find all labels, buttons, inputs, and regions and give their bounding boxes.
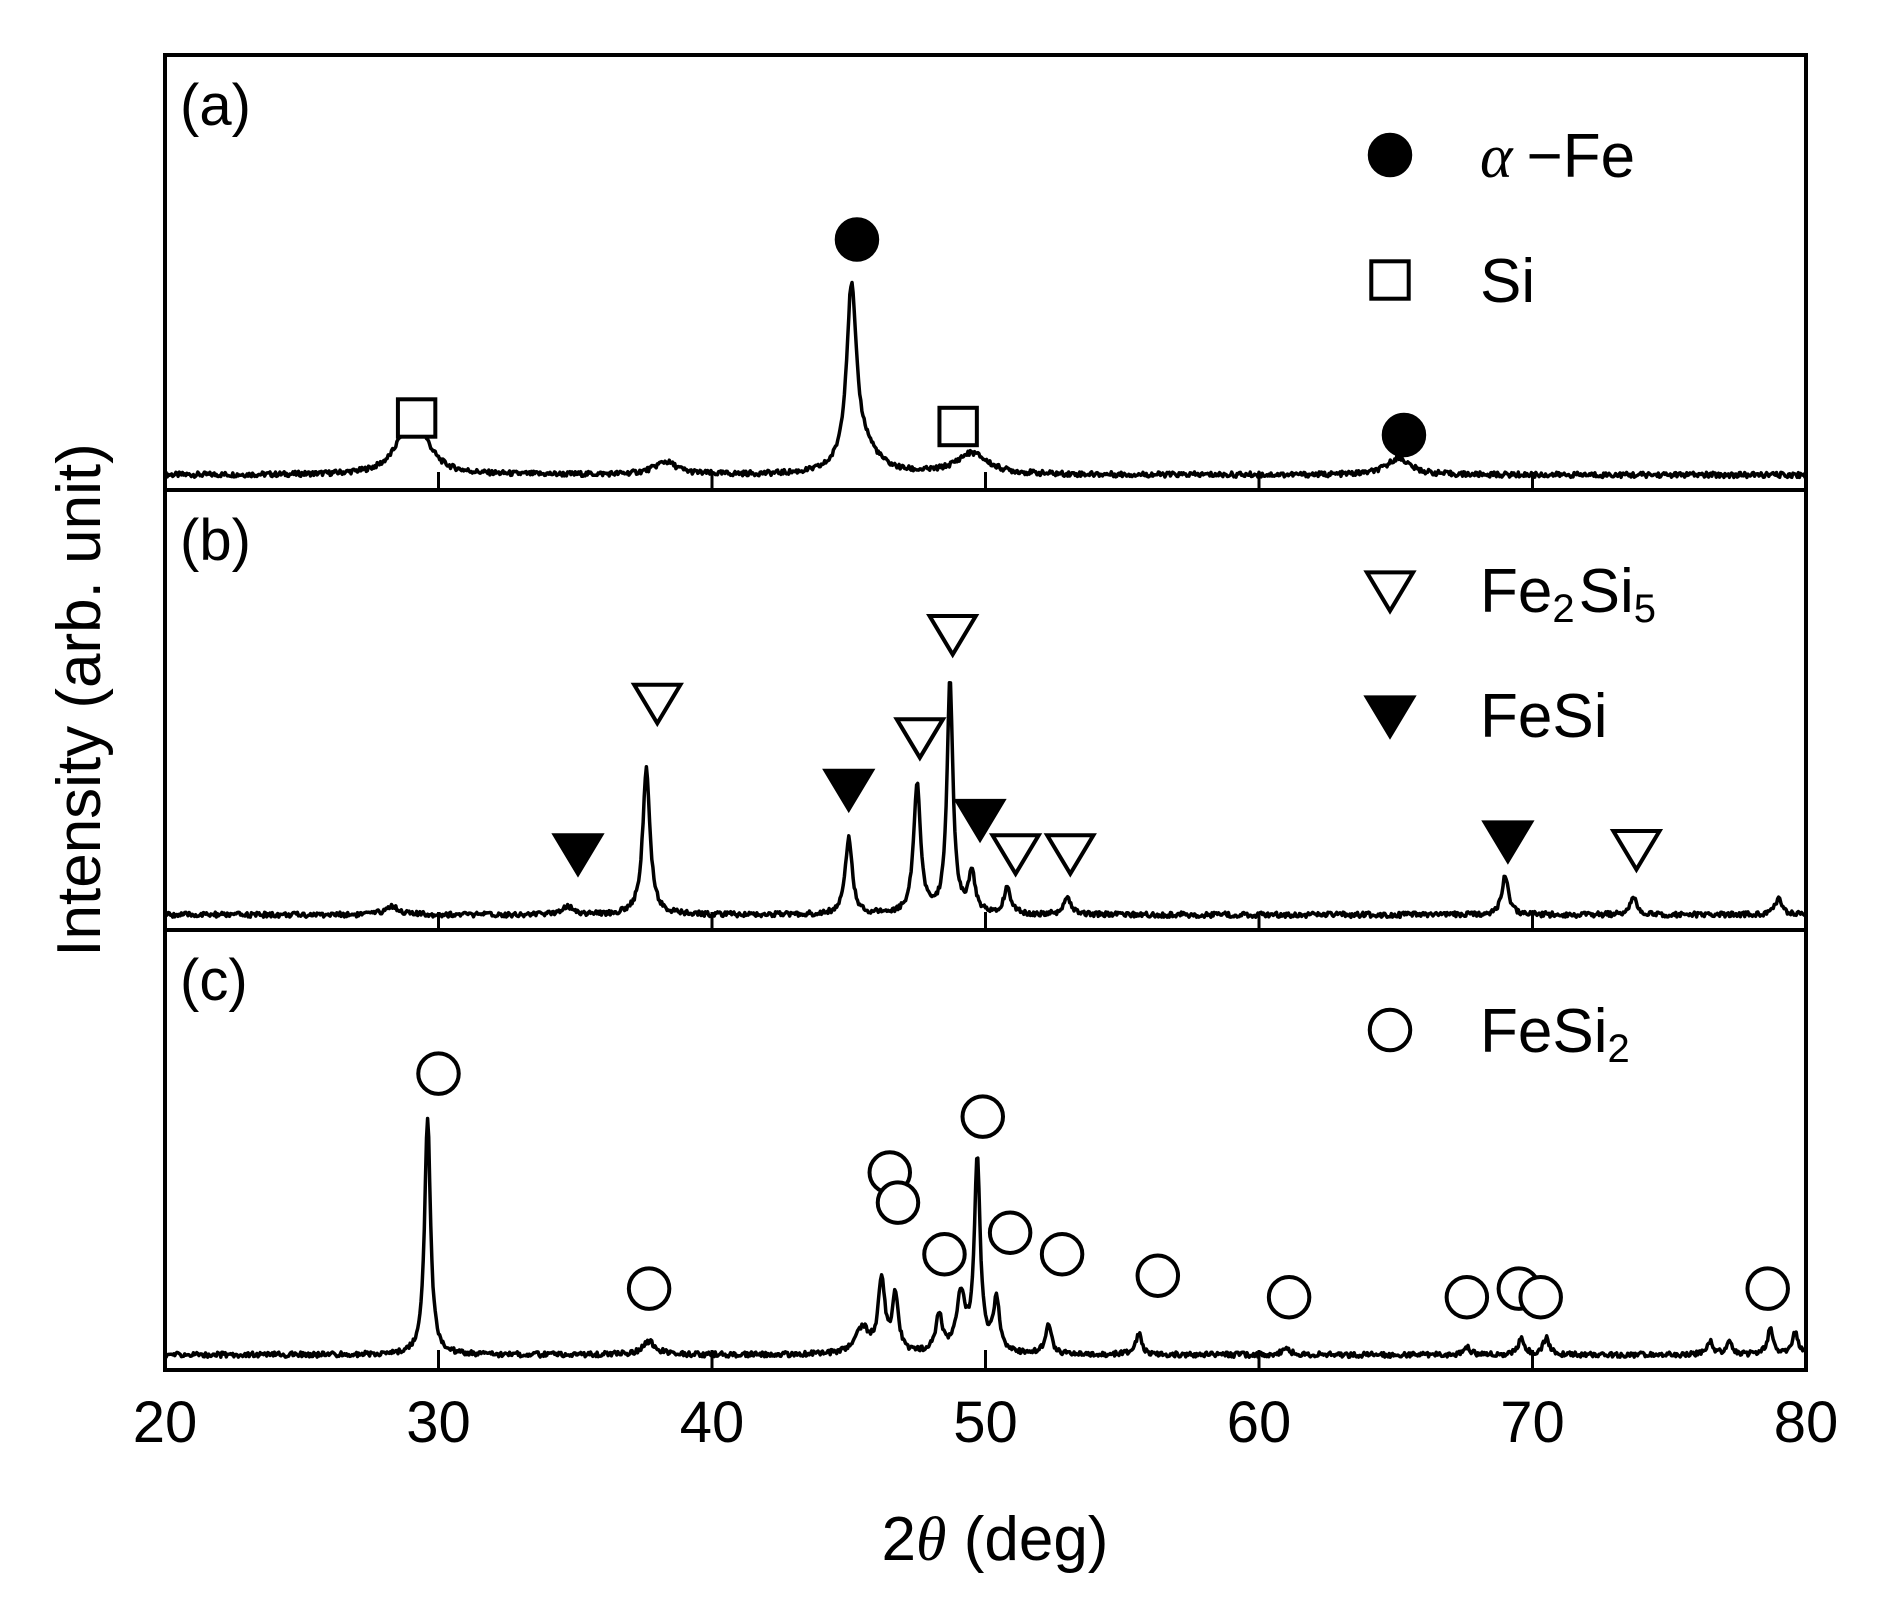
legend-subscript: 2: [1607, 1027, 1629, 1071]
legend-label-c-0: FeSi2: [1480, 997, 1630, 1071]
peak-marker-c-7: [1039, 1231, 1085, 1277]
x-tick-label-30: 30: [406, 1390, 471, 1455]
legend-symbol-b-1: [1363, 695, 1417, 740]
x-tick-label-20: 20: [133, 1390, 198, 1455]
legend-label-a-1: Si: [1480, 247, 1535, 316]
peak-marker-b-2: [822, 768, 876, 814]
x-tick-label-70: 70: [1500, 1390, 1565, 1455]
legend-text: FeSi: [1480, 682, 1607, 751]
x-axis-title-prefix: 2: [882, 1505, 916, 1574]
legend-subscript-2: 5: [1634, 587, 1656, 631]
spectrum-line-c: [163, 1116, 1808, 1360]
peak-marker-a-3: [1381, 412, 1427, 458]
legend-label-b-1: FeSi: [1480, 682, 1607, 751]
peak-marker-c-1: [626, 1266, 672, 1311]
y-axis-title: Intensity (arb. unit): [45, 443, 114, 956]
peak-marker-a-1: [834, 217, 880, 262]
x-axis: 20 30 40 50 60 70 80: [133, 1350, 1839, 1455]
x-axis-title: 2θ (deg): [882, 1505, 1109, 1574]
legend-text-2: Si: [1579, 557, 1634, 626]
peak-marker-b-9: [1609, 829, 1664, 874]
legend-text: Fe: [1480, 557, 1552, 626]
x-axis-title-theta: θ: [916, 1506, 946, 1574]
peak-marker-c-5: [960, 1094, 1006, 1139]
panel-c-label: (c): [180, 948, 248, 1013]
peak-marker-c-9: [1266, 1274, 1312, 1320]
legend-subscript: 2: [1552, 587, 1574, 631]
peak-marker-b-1: [630, 682, 684, 728]
peak-marker-c-6: [987, 1210, 1033, 1255]
legend-text: Si: [1480, 247, 1535, 316]
legend-symbol-b-0: [1363, 570, 1417, 615]
x-tick-label-40: 40: [680, 1390, 745, 1455]
panel-c: (c) FeSi2: [163, 928, 1808, 1372]
peak-marker-c-12: [1518, 1274, 1563, 1320]
legend-text: FeSi: [1480, 997, 1607, 1066]
panel-b-label: (b): [180, 508, 251, 573]
peak-marker-c-10: [1444, 1274, 1490, 1320]
panel-a-label: (a): [180, 73, 251, 138]
legend-text: −Fe: [1527, 122, 1636, 191]
x-tick-label-60: 60: [1227, 1390, 1292, 1455]
peak-marker-b-7: [1043, 833, 1097, 878]
peak-marker-c-3: [875, 1180, 921, 1225]
legend-label-b-0: Fe2Si5: [1480, 557, 1656, 631]
x-tick-label-50: 50: [953, 1390, 1018, 1455]
legend-symbol-c-0: [1367, 1007, 1413, 1053]
panel-a: (a) α −Fe Si: [163, 53, 1808, 492]
peak-marker-a-0: [395, 397, 438, 439]
peak-marker-a-2: [937, 405, 979, 448]
x-tick-label-80: 80: [1774, 1390, 1839, 1455]
peak-marker-c-8: [1135, 1253, 1181, 1298]
peak-marker-c-4: [922, 1231, 967, 1277]
legend-label-a-0: α −Fe: [1480, 122, 1635, 191]
legend-greek: α: [1480, 123, 1514, 191]
peak-marker-b-3: [893, 717, 947, 762]
legend-symbol-a-1: [1369, 259, 1411, 301]
peak-marker-b-5: [953, 798, 1007, 844]
peak-marker-c-13: [1745, 1266, 1790, 1311]
legend-symbol-a-0: [1367, 132, 1413, 178]
x-axis-title-suffix: (deg): [946, 1505, 1108, 1574]
peak-marker-b-4: [926, 614, 980, 659]
peak-marker-b-6: [988, 833, 1043, 878]
peak-marker-b-8: [1481, 820, 1535, 865]
peak-marker-b-0: [551, 833, 605, 878]
peak-marker-c-0: [416, 1051, 461, 1096]
spectrum-line-a: [163, 280, 1808, 480]
